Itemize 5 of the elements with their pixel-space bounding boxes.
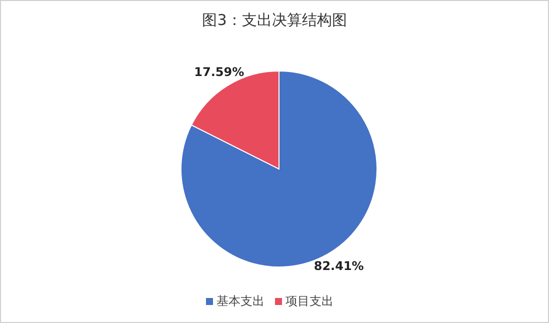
- legend-label: 基本支出: [216, 294, 264, 308]
- data-label: 82.41%: [314, 259, 364, 274]
- chart-title: 图3：支出决算结构图: [201, 11, 348, 30]
- data-label: 17.59%: [194, 64, 244, 79]
- legend-label: 项目支出: [286, 294, 334, 308]
